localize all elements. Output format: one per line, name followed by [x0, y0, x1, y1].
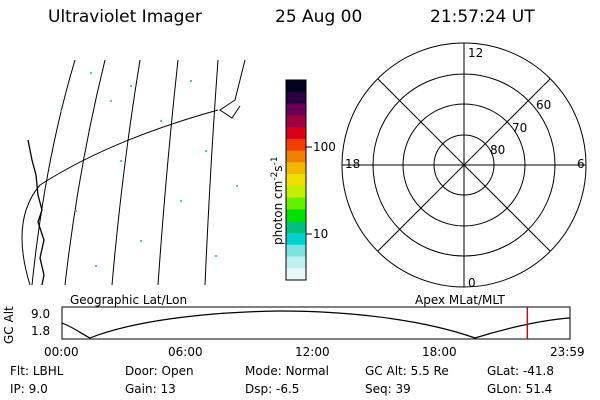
- map-boundary: [219, 59, 246, 119]
- colorbar-segment: [286, 221, 306, 234]
- altitude-y-bottom: 1.8: [31, 324, 51, 338]
- mlt-label-left: 18: [345, 157, 361, 171]
- colorbar-segment: [286, 115, 306, 128]
- colorbar-segment: [286, 244, 306, 257]
- longitude-line: [204, 59, 219, 286]
- filter-field: Flt: LBHL: [10, 364, 64, 378]
- colorbar-segment: [286, 268, 306, 281]
- time-tick: 06:00: [168, 345, 203, 359]
- time-label: 21:57:24 UT: [430, 7, 535, 27]
- longitude-line: [64, 59, 106, 286]
- mode-field: Mode: Normal: [245, 364, 329, 378]
- colorbar: [286, 80, 306, 281]
- colorbar-segment: [286, 162, 306, 175]
- app-title: Ultraviolet Imager: [48, 7, 202, 27]
- colorbar-segment: [286, 103, 306, 116]
- seq-field: Seq: 39: [365, 382, 411, 396]
- gc-alt-field: GC Alt: 5.5 Re: [365, 364, 449, 378]
- geographic-panel-label: Geographic Lat/Lon: [70, 293, 188, 307]
- altitude-y-top: 9.0: [31, 307, 51, 321]
- time-tick: 18:00: [422, 345, 457, 359]
- longitude-line: [31, 59, 76, 286]
- door-field: Door: Open: [125, 364, 194, 378]
- colorbar-tick-100: 100: [313, 140, 336, 154]
- colorbar-unit-label: photon cm-2s-1: [270, 156, 285, 245]
- lat-label-80: 80: [490, 143, 506, 157]
- colorbar-tick-10: 10: [313, 227, 329, 241]
- dsp-field: Dsp: -6.5: [245, 382, 300, 396]
- mlt-label-top: 12: [468, 46, 484, 60]
- longitude-line: [111, 59, 141, 286]
- noise-dots: [60, 72, 238, 267]
- altitude-curve: [61, 310, 571, 339]
- lat-label-70: 70: [512, 121, 528, 135]
- date-label: 25 Aug 00: [275, 7, 363, 27]
- time-tick: 00:00: [44, 345, 79, 359]
- glat-field: GLat: -41.8: [487, 364, 554, 378]
- altitude-axis-label: GC Alt: [2, 306, 16, 344]
- time-tick: 12:00: [295, 345, 330, 359]
- ip-field: IP: 9.0: [10, 382, 48, 396]
- glon-field: GLon: 51.4: [487, 382, 553, 396]
- coastline: [27, 139, 45, 286]
- polar-plot: [341, 42, 587, 288]
- colorbar-segment: [286, 174, 306, 187]
- colorbar-segment: [286, 209, 306, 222]
- altitude-strip: [61, 306, 571, 340]
- colorbar-segment: [286, 91, 306, 105]
- time-tick: 23:59: [550, 345, 585, 359]
- colorbar-segment: [286, 80, 306, 93]
- longitude-line: [157, 59, 179, 286]
- lat-label-60: 60: [536, 98, 552, 112]
- colorbar-segment: [286, 256, 306, 269]
- colorbar-segment: [286, 197, 306, 210]
- polar-panel-label: Apex MLat/MLT: [415, 293, 505, 307]
- geographic-map: [21, 59, 246, 286]
- colorbar-segment: [286, 185, 306, 199]
- colorbar-segment: [286, 150, 306, 163]
- mlt-label-bottom: 0: [468, 276, 476, 290]
- colorbar-segment: [286, 127, 306, 140]
- gain-field: Gain: 13: [125, 382, 176, 396]
- mlt-label-right: 6: [577, 157, 585, 171]
- colorbar-segment: [286, 138, 306, 152]
- latitude-arc: [21, 109, 219, 286]
- colorbar-segment: [286, 232, 306, 246]
